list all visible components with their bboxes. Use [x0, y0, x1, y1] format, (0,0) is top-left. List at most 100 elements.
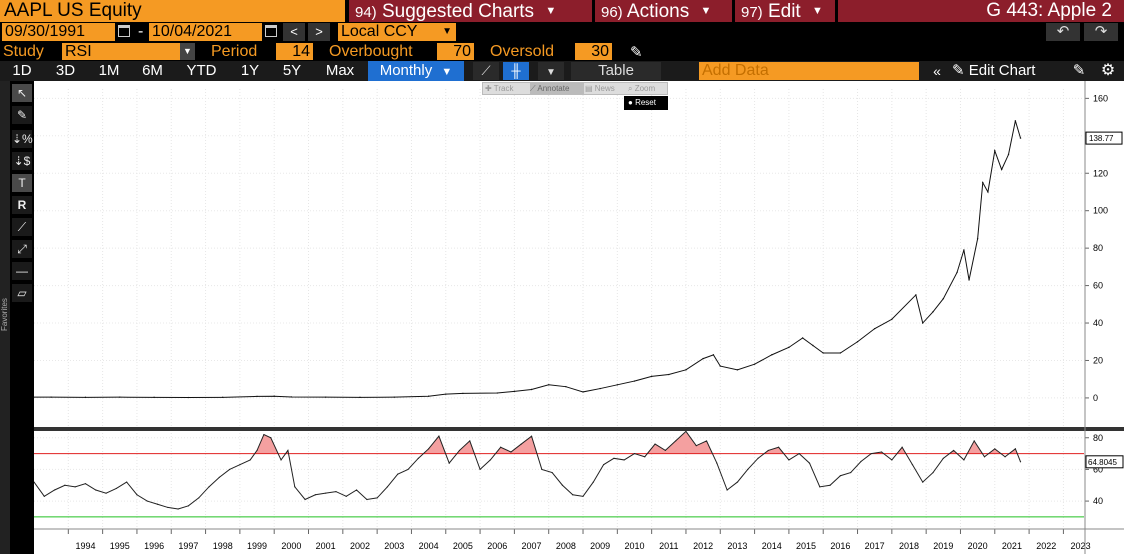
channel-icon[interactable]: ▱ [12, 284, 32, 302]
reset-button[interactable]: ● Reset [624, 96, 668, 110]
chevron-down-icon: ▼ [442, 26, 452, 37]
bar-chart-icon[interactable]: ╫ [503, 62, 529, 80]
oversold-field[interactable]: 30 [575, 43, 612, 60]
favorites-label[interactable]: Favorites [0, 298, 9, 331]
x-tick-label: 2001 [316, 541, 336, 551]
range-3d-button[interactable]: 3D [55, 62, 76, 79]
redo-button[interactable]: ↷ [1084, 23, 1118, 41]
collapse-icon[interactable]: « [933, 63, 941, 79]
x-tick-label: 2008 [556, 541, 576, 551]
rsi-point [95, 489, 97, 491]
menu-number: 97) [741, 4, 763, 21]
trendline-icon[interactable]: ⟋ [12, 218, 32, 236]
edit-chart-label: Edit Chart [968, 62, 1036, 79]
prev-period-button[interactable]: < [283, 23, 305, 41]
period-field[interactable]: 14 [276, 43, 313, 60]
rsi-point [270, 437, 272, 439]
gear-icon[interactable]: ⚙ [1100, 62, 1116, 79]
price-point [922, 322, 924, 324]
price-point [915, 294, 917, 296]
x-tick-label: 1994 [75, 541, 95, 551]
pointer-icon[interactable]: ↖ [12, 84, 32, 102]
annotate-icon[interactable]: ✎ [1072, 62, 1086, 79]
ray-line-icon[interactable]: ⤢ [12, 240, 32, 258]
x-tick-label: 2021 [1002, 541, 1022, 551]
retracement-icon[interactable]: R [12, 196, 32, 214]
rsi-point [115, 487, 117, 490]
x-tick-label: 2015 [796, 541, 816, 551]
annotate-mode[interactable]: ⟋ Annotate [530, 83, 584, 94]
range-max-button[interactable]: Max [325, 62, 355, 79]
price-y-tick-label: 0 [1093, 393, 1098, 403]
percent-measure-icon[interactable]: ⇣% [12, 130, 33, 148]
calendar-icon[interactable] [265, 25, 277, 37]
price-point [565, 385, 567, 388]
price-point [530, 388, 533, 391]
edit-chart-button[interactable]: ✎ Edit Chart [952, 61, 1060, 81]
rsi-point [942, 457, 944, 459]
favorites-rail: Favorites [0, 81, 10, 554]
rsi-point [156, 503, 159, 505]
rsi-point [850, 471, 852, 474]
panel-separator[interactable] [34, 427, 1124, 431]
rsi-point [963, 459, 965, 461]
range-5y-button[interactable]: 5Y [282, 62, 302, 79]
oversold-label: Oversold [490, 43, 555, 60]
rsi-point [716, 462, 718, 464]
end-date-field[interactable]: 10/04/2021 [149, 23, 262, 41]
line-chart-icon[interactable]: ⟋ [473, 62, 499, 80]
study-select[interactable]: RSI [62, 43, 195, 60]
rsi-y-tick-label: 60 [1093, 464, 1103, 474]
overbought-field[interactable]: 70 [437, 43, 474, 60]
news-mode[interactable]: ▤ News [585, 84, 615, 93]
rsi-point [932, 471, 934, 474]
start-date-field[interactable]: 09/30/1991 [2, 23, 115, 41]
period-label: Period [211, 43, 258, 60]
rsi-point [218, 476, 220, 478]
overbought-label: Overbought [329, 43, 413, 60]
range-6m-button[interactable]: 6M [142, 62, 163, 79]
range-1d-button[interactable]: 1D [12, 62, 32, 79]
edit-menu[interactable]: 97) Edit ▼ [735, 0, 835, 22]
price-point [956, 271, 958, 274]
draw-pencil-icon[interactable]: ✎ [12, 106, 32, 124]
rsi-point [705, 440, 708, 442]
rsi-point [839, 475, 841, 477]
rsi-point [366, 498, 368, 501]
next-period-button[interactable]: > [308, 23, 330, 41]
range-ytd-button[interactable]: YTD [186, 62, 217, 79]
zoom-mode[interactable]: ⌕ Zoom [628, 84, 656, 93]
rsi-last-value-box [1085, 455, 1124, 469]
currency-select[interactable]: Local CCY ▼ [338, 23, 456, 41]
rsi-point [126, 481, 128, 483]
text-tool-icon[interactable]: T [12, 174, 32, 192]
chart-type-dropdown[interactable]: ▼ [538, 62, 564, 80]
actions-menu[interactable]: 96) Actions ▼ [595, 0, 732, 22]
horizontal-line-icon[interactable]: — [12, 262, 32, 280]
price-measure-icon[interactable]: ⇣$ [12, 152, 32, 170]
rsi-point [438, 435, 440, 437]
rsi-point [747, 468, 749, 471]
table-button[interactable]: Table [571, 62, 661, 80]
undo-button[interactable]: ↶ [1046, 23, 1080, 41]
rsi-point [561, 484, 564, 486]
frequency-select[interactable]: Monthly ▼ [368, 61, 464, 81]
add-data-input[interactable]: Add Data [699, 62, 919, 80]
calendar-icon[interactable] [118, 25, 130, 37]
pencil-icon[interactable]: ✎ [630, 44, 643, 61]
suggested-charts-menu[interactable]: 94) Suggested Charts ▼ [349, 0, 592, 22]
range-1m-button[interactable]: 1M [98, 62, 120, 79]
price-point [753, 363, 756, 365]
rsi-point [551, 471, 553, 474]
price-point [462, 392, 464, 395]
rsi-point [345, 495, 347, 497]
chevron-down-icon[interactable]: ▼ [180, 43, 195, 60]
x-tick-label: 2018 [899, 541, 919, 551]
x-axis: 1994 1995 1996 1997 1998 1999 2000 2001 2002 2003… [67, 529, 1091, 551]
track-mode[interactable]: ✚ Track [485, 84, 514, 93]
security-ticker[interactable]: AAPL US Equity [0, 0, 345, 22]
range-1y-button[interactable]: 1Y [240, 62, 260, 79]
x-tick-label: 1998 [213, 541, 233, 551]
